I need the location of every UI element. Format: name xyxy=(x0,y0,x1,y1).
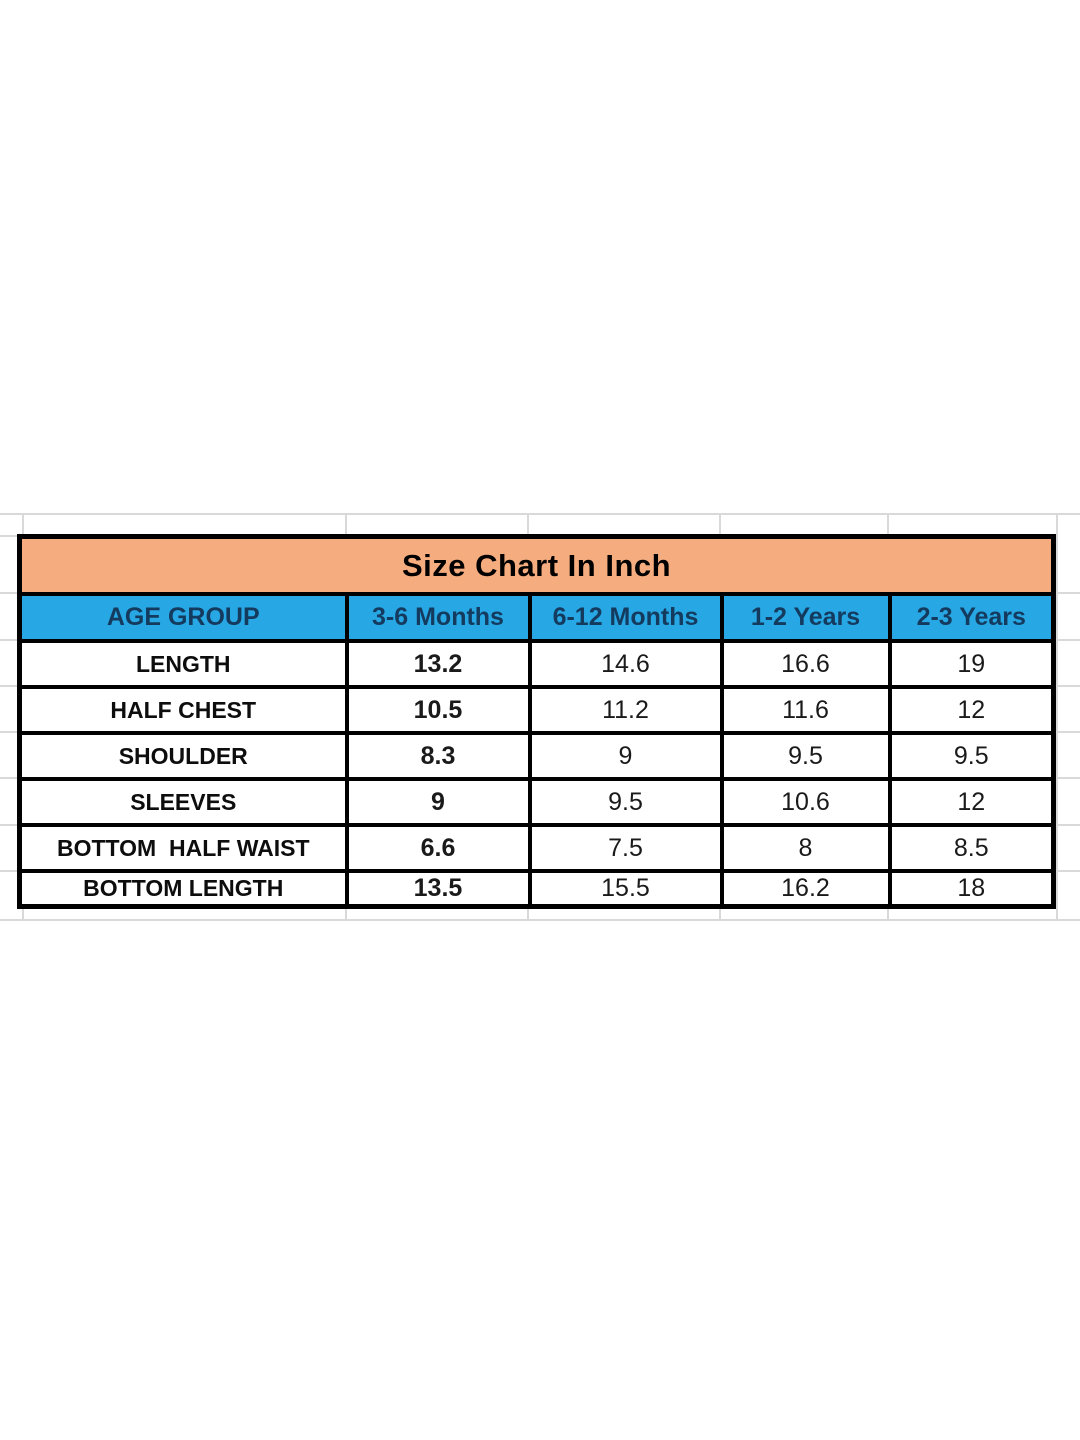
gridline xyxy=(1051,592,1080,594)
gridline xyxy=(887,906,889,921)
gridline xyxy=(0,535,17,537)
table-row-sleeves: SLEEVES 9 9.5 10.6 12 xyxy=(17,777,1056,827)
size-value-cell: 9.5 xyxy=(527,777,724,827)
size-value-cell: 11.2 xyxy=(527,685,724,735)
gridline xyxy=(0,919,1080,921)
size-value-cell: 16.2 xyxy=(719,869,892,909)
row-label: SLEEVES xyxy=(17,777,349,827)
gridline xyxy=(527,906,529,921)
table-title: Size Chart In Inch xyxy=(17,534,1056,596)
size-value-cell: 6.6 xyxy=(344,823,532,873)
gridline xyxy=(1051,685,1080,687)
column-header-1-2-years: 1-2 Years xyxy=(719,592,892,643)
size-value-cell: 12 xyxy=(887,777,1056,827)
size-value-cell: 19 xyxy=(887,639,1056,689)
gridline xyxy=(0,870,17,872)
gridline xyxy=(22,906,24,921)
gridline xyxy=(719,906,721,921)
gridline xyxy=(1051,731,1080,733)
gridline xyxy=(1056,513,1058,921)
size-value-cell: 13.5 xyxy=(344,869,532,909)
size-value-cell: 9 xyxy=(344,777,532,827)
size-chart-table: Size Chart In Inch AGE GROUP 3-6 Months … xyxy=(17,534,1057,909)
gridline xyxy=(345,513,347,535)
row-label: LENGTH xyxy=(17,639,349,689)
gridline xyxy=(1051,777,1080,779)
gridline xyxy=(0,824,17,826)
gridline xyxy=(0,777,17,779)
gridline xyxy=(1051,870,1080,872)
size-value-cell: 14.6 xyxy=(527,639,724,689)
gridline xyxy=(0,639,17,641)
table-row-length: LENGTH 13.2 14.6 16.6 19 xyxy=(17,639,1056,689)
table-row-half-chest: HALF CHEST 10.5 11.2 11.6 12 xyxy=(17,685,1056,735)
gridline xyxy=(0,685,17,687)
size-value-cell: 7.5 xyxy=(527,823,724,873)
gridline xyxy=(0,592,17,594)
row-label: BOTTOM LENGTH xyxy=(17,869,349,909)
gridline xyxy=(719,513,721,535)
header-row: AGE GROUP 3-6 Months 6-12 Months 1-2 Yea… xyxy=(17,592,1056,643)
size-value-cell: 12 xyxy=(887,685,1056,735)
column-header-age-group: AGE GROUP xyxy=(17,592,349,643)
size-value-cell: 11.6 xyxy=(719,685,892,735)
column-header-6-12-months: 6-12 Months xyxy=(527,592,724,643)
gridline xyxy=(0,513,1080,515)
gridline xyxy=(345,906,347,921)
row-label: SHOULDER xyxy=(17,731,349,781)
gridline xyxy=(887,513,889,535)
size-value-cell: 16.6 xyxy=(719,639,892,689)
gridline xyxy=(22,513,24,535)
size-value-cell: 8.5 xyxy=(887,823,1056,873)
gridline xyxy=(1051,639,1080,641)
size-value-cell: 9 xyxy=(527,731,724,781)
size-value-cell: 15.5 xyxy=(527,869,724,909)
table-row-bottom-half-waist: BOTTOM HALF WAIST 6.6 7.5 8 8.5 xyxy=(17,823,1056,873)
size-value-cell: 10.6 xyxy=(719,777,892,827)
row-label: BOTTOM HALF WAIST xyxy=(17,823,349,873)
size-value-cell: 8 xyxy=(719,823,892,873)
size-value-cell: 13.2 xyxy=(344,639,532,689)
title-row: Size Chart In Inch xyxy=(17,534,1056,596)
row-label: HALF CHEST xyxy=(17,685,349,735)
gridline xyxy=(1051,824,1080,826)
table-row-bottom-length: BOTTOM LENGTH 13.5 15.5 16.2 18 xyxy=(17,869,1056,909)
gridline xyxy=(0,731,17,733)
gridline xyxy=(527,513,529,535)
size-value-cell: 9.5 xyxy=(719,731,892,781)
size-value-cell: 8.3 xyxy=(344,731,532,781)
table-row-shoulder: SHOULDER 8.3 9 9.5 9.5 xyxy=(17,731,1056,781)
size-value-cell: 10.5 xyxy=(344,685,532,735)
column-header-2-3-years: 2-3 Years xyxy=(887,592,1056,643)
size-value-cell: 9.5 xyxy=(887,731,1056,781)
size-value-cell: 18 xyxy=(887,869,1056,909)
column-header-3-6-months: 3-6 Months xyxy=(344,592,532,643)
